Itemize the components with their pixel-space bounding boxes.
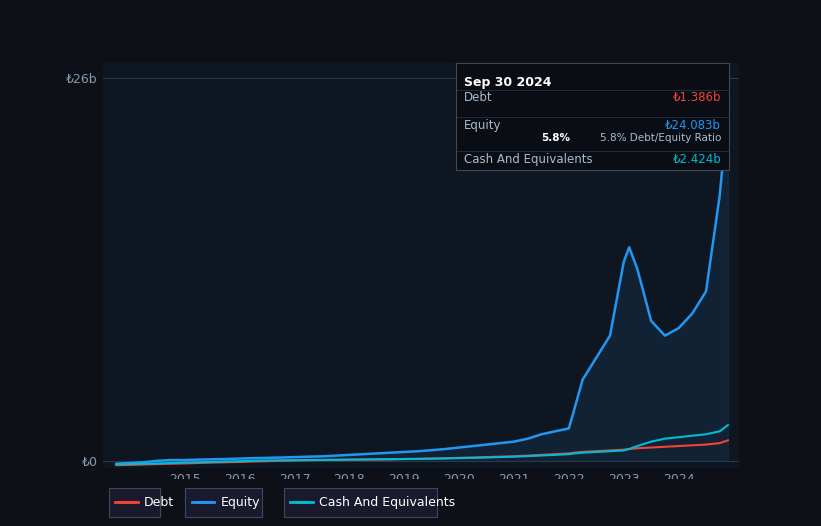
Text: Debt: Debt (144, 496, 174, 509)
Text: Cash And Equivalents: Cash And Equivalents (319, 496, 455, 509)
Text: ₺1.386b: ₺1.386b (672, 91, 721, 104)
Text: Debt: Debt (464, 91, 493, 104)
Text: 5.8%: 5.8% (542, 133, 571, 143)
Text: Equity: Equity (464, 119, 502, 132)
Text: Cash And Equivalents: Cash And Equivalents (464, 153, 593, 166)
FancyBboxPatch shape (109, 488, 160, 517)
Circle shape (292, 502, 311, 503)
Text: Sep 30 2024: Sep 30 2024 (464, 76, 552, 89)
Circle shape (117, 502, 136, 503)
FancyBboxPatch shape (186, 488, 262, 517)
Text: ₺2.424b: ₺2.424b (672, 153, 721, 166)
Text: Equity: Equity (220, 496, 259, 509)
Circle shape (194, 502, 213, 503)
Text: 5.8% Debt/Equity Ratio: 5.8% Debt/Equity Ratio (600, 133, 721, 143)
Text: ₺24.083b: ₺24.083b (665, 119, 721, 132)
FancyBboxPatch shape (284, 488, 437, 517)
